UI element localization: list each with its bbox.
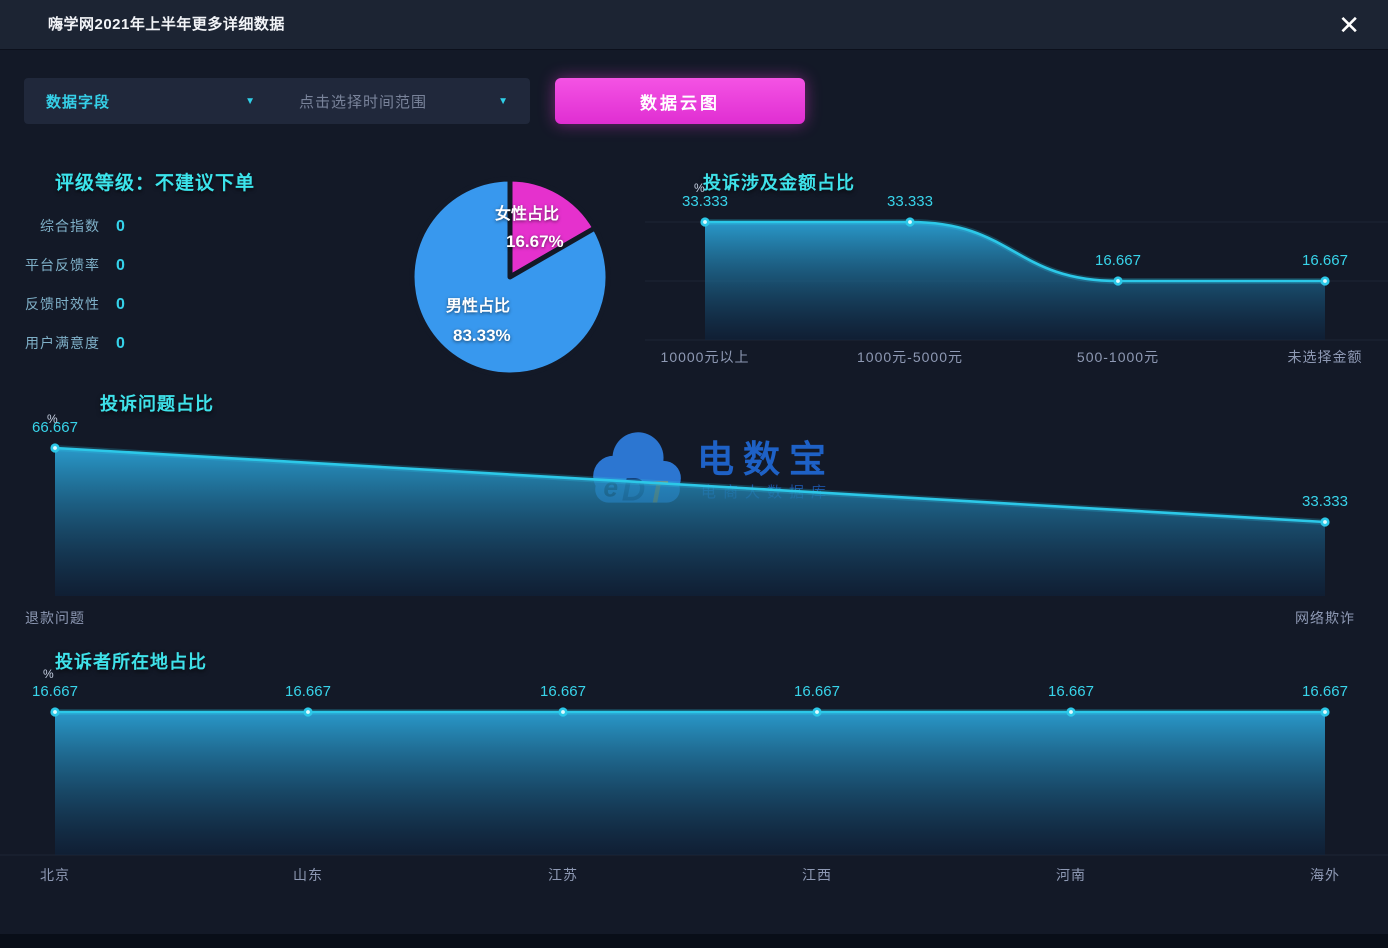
x-axis-label: 河南 — [1056, 867, 1086, 883]
line-chart-plot — [50, 443, 1330, 596]
chart-title: 投诉问题占比 — [100, 394, 214, 414]
metric-row: 综合指数 0 — [25, 216, 245, 236]
location-ratio-chart: 投诉者所在地占比 % 16.667 16.667 16.667 16.667 16.66… — [0, 645, 1388, 890]
metric-value: 0 — [116, 335, 125, 352]
time-range-dropdown[interactable]: 点击选择时间范围 ▼ — [277, 78, 530, 124]
data-field-dropdown[interactable]: 数据字段 ▼ — [24, 78, 277, 124]
line-chart-plot — [0, 707, 1388, 856]
y-axis-unit: % — [47, 412, 58, 426]
y-axis-unit: % — [694, 181, 705, 195]
x-axis-label: 网络欺诈 — [1295, 610, 1355, 626]
metric-label: 平台反馈率 — [25, 257, 100, 273]
y-axis-unit: % — [43, 667, 54, 681]
x-axis-label: 海外 — [1310, 867, 1340, 883]
metric-value: 0 — [116, 218, 125, 235]
pie-slice-value: 16.67% — [506, 232, 564, 251]
amount-ratio-chart: 投诉涉及金额占比 % 33.333 33.333 16.667 16.667 1000… — [645, 165, 1388, 375]
metric-label: 综合指数 — [40, 218, 100, 234]
rating-title: 评级等级：不建议下单 — [55, 173, 256, 194]
watermark-brand-text: 电数宝 — [697, 439, 835, 480]
line-chart-plot — [645, 217, 1388, 341]
metric-label: 反馈时效性 — [25, 296, 100, 312]
pie-slice-label: 女性占比 — [495, 206, 560, 223]
gender-pie-chart: 女性占比 16.67% 男性占比 83.33% — [400, 170, 620, 385]
window-titlebar: 嗨学网2021年上半年更多详细数据 ✕ — [0, 0, 1388, 50]
x-axis-label: 江西 — [802, 867, 832, 883]
bottom-divider — [0, 934, 1388, 948]
pie-chart-plot — [409, 176, 611, 378]
metric-value: 0 — [116, 257, 125, 274]
pie-slice — [507, 176, 598, 280]
chevron-down-icon: ▼ — [245, 95, 255, 107]
chevron-down-icon: ▼ — [498, 95, 508, 107]
chart-title: 投诉涉及金额占比 — [703, 173, 855, 193]
x-axis-label: 北京 — [40, 867, 70, 883]
pie-slice-label: 男性占比 — [446, 298, 511, 315]
metric-row: 平台反馈率 0 — [25, 255, 245, 275]
filter-bar: 数据字段 ▼ 点击选择时间范围 ▼ — [24, 78, 530, 124]
window-title: 嗨学网2021年上半年更多详细数据 — [48, 16, 285, 33]
metric-label: 用户满意度 — [25, 335, 100, 351]
close-icon[interactable]: ✕ — [1338, 10, 1360, 40]
rating-panel: 评级等级：不建议下单 综合指数 0 平台反馈率 0 反馈时效性 0 用户满意度 0 — [25, 160, 375, 375]
data-field-dropdown-label: 数据字段 — [46, 93, 111, 111]
metric-row: 用户满意度 0 — [25, 333, 245, 353]
pie-slice — [409, 176, 611, 378]
pie-slice-value: 83.33% — [453, 326, 511, 345]
x-axis-label: 江苏 — [548, 867, 578, 883]
metric-row: 反馈时效性 0 — [25, 294, 245, 314]
metric-value: 0 — [116, 296, 125, 313]
time-range-dropdown-label: 点击选择时间范围 — [299, 93, 428, 111]
data-cloud-button[interactable]: 数据云图 — [555, 78, 805, 124]
chart-title: 投诉者所在地占比 — [55, 652, 207, 672]
x-axis-label: 退款问题 — [25, 610, 85, 626]
x-axis-label: 山东 — [293, 867, 323, 883]
